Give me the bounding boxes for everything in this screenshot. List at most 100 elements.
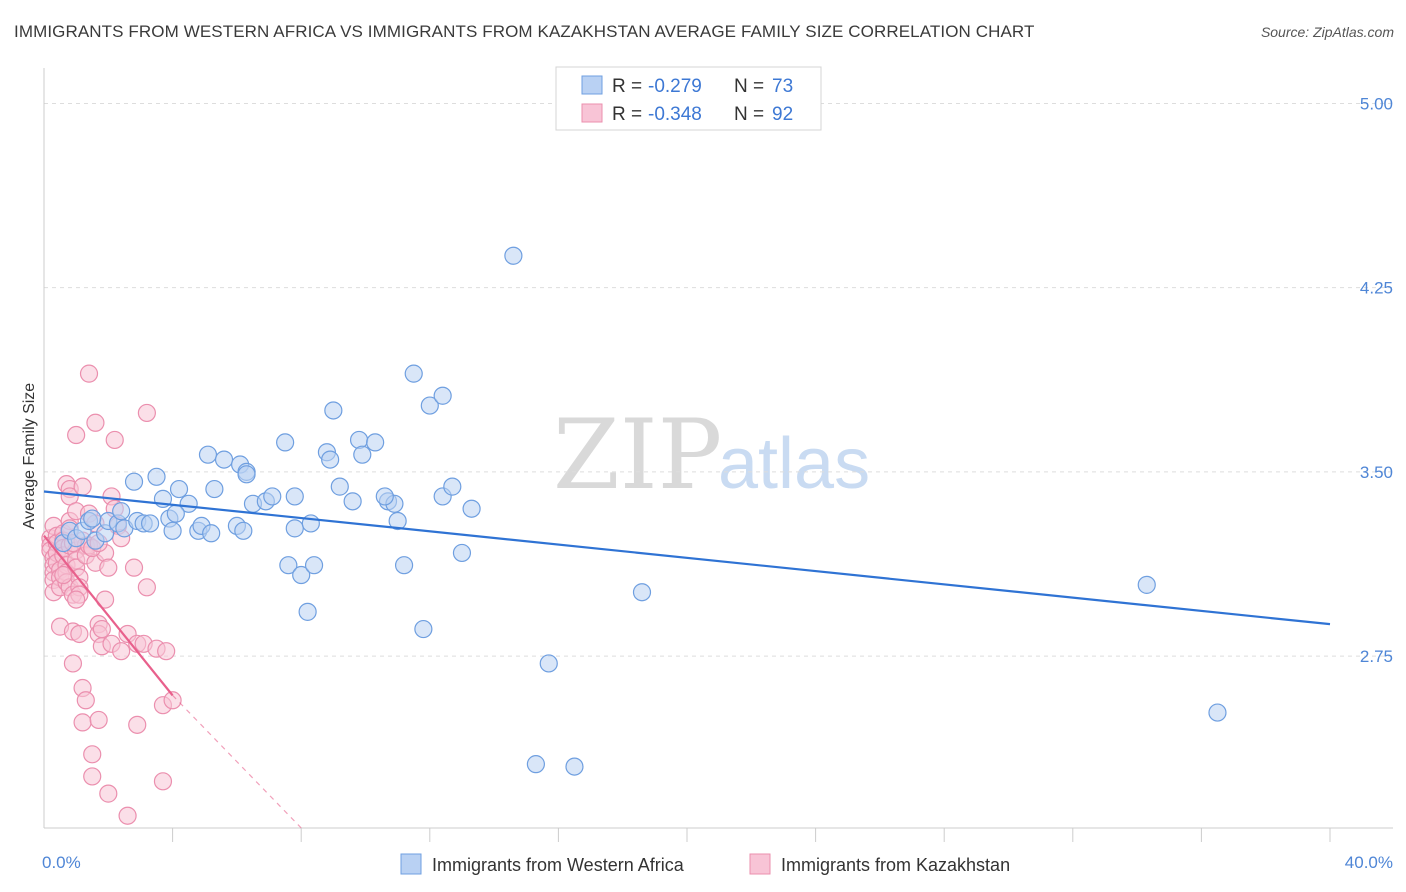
- kazakhstan-point: [83, 767, 102, 786]
- kazakhstan-point: [63, 654, 83, 673]
- source-credit: Source: ZipAtlas.com: [1260, 24, 1394, 40]
- kazakhstan-point: [67, 425, 86, 445]
- grid-layer: [44, 102, 1393, 657]
- western-africa-point: [565, 757, 584, 776]
- kazakhstan-point: [73, 713, 92, 732]
- western-africa-point: [124, 472, 144, 491]
- x-tick-label-max: 40.0%: [1345, 853, 1393, 872]
- kazakhstan-point: [99, 784, 118, 803]
- western-africa-point: [205, 479, 224, 499]
- western-africa-point: [198, 445, 218, 464]
- kazakhstan-point: [128, 715, 147, 734]
- y-tick-label: 5.00: [1360, 94, 1393, 113]
- legend-pink-n-value: 92: [772, 104, 793, 125]
- western-africa-point: [276, 433, 295, 452]
- western-africa-point: [1137, 575, 1156, 594]
- kazakhstan-trendline-extension: [172, 694, 302, 829]
- y-axis-title: Average Family Size: [21, 383, 38, 530]
- western-africa-point: [202, 524, 221, 543]
- western-africa-point: [147, 467, 166, 486]
- western-africa-point: [163, 521, 182, 540]
- western-africa-point: [462, 499, 481, 518]
- kazakhstan-points: [41, 364, 182, 825]
- legend-blue-n-value: 73: [772, 76, 793, 97]
- bottom-legend-swatch-pink: [749, 853, 771, 875]
- legend-blue-r-value: -0.279: [648, 76, 702, 97]
- chart-title: IMMIGRANTS FROM WESTERN AFRICA VS IMMIGR…: [14, 22, 1035, 41]
- western-africa-point: [214, 450, 234, 469]
- bottom-legend-pink-label: Immigrants from Kazakhstan: [781, 855, 1010, 875]
- y-tick-label: 2.75: [1360, 647, 1393, 666]
- western-africa-point: [353, 445, 372, 464]
- western-africa-point: [304, 556, 324, 575]
- kazakhstan-point: [124, 558, 144, 577]
- western-africa-point: [285, 519, 304, 538]
- legend-pink-n-label: N =: [734, 104, 764, 125]
- bottom-legend-blue-label: Immigrants from Western Africa: [432, 855, 685, 875]
- western-africa-point: [321, 450, 340, 469]
- western-africa-point: [420, 396, 439, 415]
- western-africa-trendline: [43, 490, 1331, 626]
- kazakhstan-point: [137, 403, 156, 423]
- western-africa-point: [504, 246, 523, 265]
- western-africa-point: [375, 487, 394, 506]
- y-tick-label: 4.25: [1360, 279, 1393, 298]
- axis-layer: 2.75 3.50 4.25 5.00 0.0% 40.0%: [42, 68, 1393, 872]
- kazakhstan-point: [89, 710, 108, 730]
- western-africa-point: [279, 556, 298, 575]
- kazakhstan-point: [99, 558, 118, 577]
- x-tick-label-min: 0.0%: [42, 853, 81, 872]
- western-africa-point: [394, 556, 414, 575]
- legend-swatch-blue: [581, 75, 603, 95]
- western-africa-point: [349, 430, 369, 450]
- western-africa-point: [263, 487, 282, 506]
- western-africa-point: [324, 401, 343, 420]
- series-legend: Immigrants from Western Africa Immigrant…: [400, 853, 1010, 875]
- western-africa-point: [366, 433, 385, 452]
- legend-pink-r-value: -0.348: [648, 104, 702, 125]
- bottom-legend-swatch-blue: [400, 853, 422, 875]
- western-africa-point: [179, 494, 198, 513]
- kazakhstan-point: [112, 642, 131, 661]
- western-africa-point: [112, 502, 131, 521]
- legend-swatch-pink: [581, 103, 603, 123]
- legend-blue-r-label: R =: [612, 76, 642, 97]
- western-africa-point: [169, 479, 189, 499]
- y-tick-label: 3.50: [1360, 463, 1393, 482]
- kazakhstan-point: [83, 745, 102, 764]
- kazakhstan-point: [70, 624, 89, 644]
- kazakhstan-point: [76, 691, 95, 710]
- legend-pink-r-label: R =: [612, 104, 642, 125]
- kazakhstan-point: [67, 590, 86, 609]
- western-africa-point: [292, 565, 311, 585]
- western-africa-point: [388, 511, 407, 531]
- western-africa-point: [414, 619, 433, 639]
- watermark-zip: ZIP: [553, 399, 722, 511]
- kazakhstan-trendline: [43, 535, 174, 697]
- kazakhstan-point: [153, 772, 173, 791]
- western-africa-point: [285, 487, 304, 506]
- kazakhstan-point: [137, 578, 156, 597]
- kazakhstan-point: [118, 806, 137, 825]
- kazakhstan-point: [92, 619, 111, 639]
- western-africa-point: [452, 543, 472, 563]
- western-africa-point: [433, 386, 452, 405]
- western-africa-point: [443, 477, 462, 496]
- western-africa-point: [1208, 703, 1227, 722]
- kazakhstan-point: [163, 691, 182, 710]
- western-africa-point: [404, 364, 423, 383]
- western-africa-point: [330, 477, 349, 496]
- western-africa-point: [343, 492, 362, 511]
- correlation-legend: R = -0.279 N = 73 R = -0.348 N = 92: [555, 66, 822, 131]
- western-africa-point: [526, 755, 545, 774]
- kazakhstan-point: [105, 430, 124, 450]
- western-africa-point: [632, 583, 652, 602]
- western-africa-point: [237, 465, 256, 484]
- kazakhstan-point: [157, 642, 176, 661]
- kazakhstan-point: [79, 364, 99, 383]
- western-africa-point: [166, 504, 185, 523]
- kazakhstan-point: [54, 565, 73, 585]
- watermark-atlas: atlas: [718, 424, 870, 504]
- western-africa-point: [234, 521, 253, 540]
